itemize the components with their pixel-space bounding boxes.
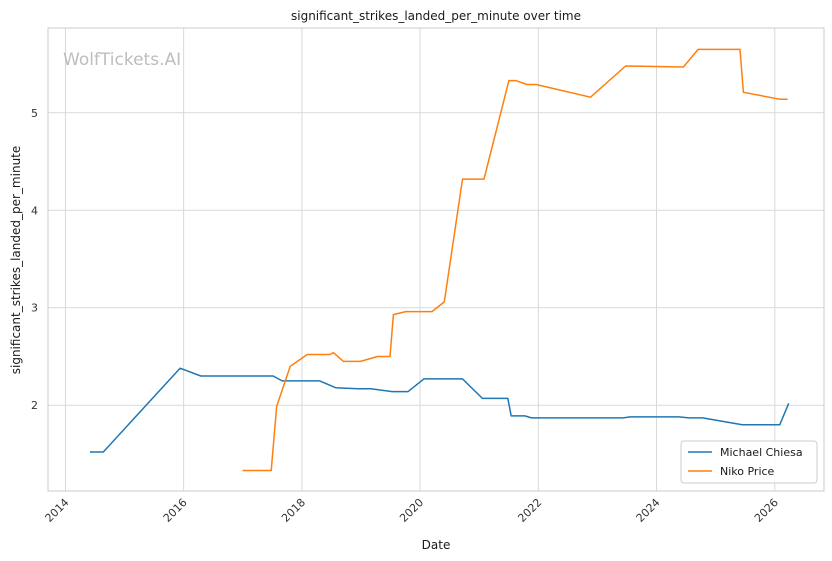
plot-frame xyxy=(47,27,825,492)
x-axis-label: Date xyxy=(422,538,451,552)
grid xyxy=(48,28,824,491)
legend-label-niko-price: Niko Price xyxy=(720,465,775,478)
y-tick-label: 4 xyxy=(31,204,38,217)
legend-box xyxy=(680,440,818,484)
watermark: WolfTickets.AI xyxy=(63,50,181,70)
series-lines xyxy=(89,48,790,472)
chart-title: significant_strikes_landed_per_minute ov… xyxy=(291,9,581,23)
y-axis-label: significant_strikes_landed_per_minute xyxy=(9,146,23,375)
series-line-michael-chiesa xyxy=(89,367,790,453)
y-tick-label: 3 xyxy=(31,302,38,315)
series-line-niko-price xyxy=(242,48,788,472)
y-tick-label: 2 xyxy=(31,399,38,412)
legend-label-michael-chiesa: Michael Chiesa xyxy=(720,446,803,459)
y-tick-label: 5 xyxy=(31,107,38,120)
legend: Michael Chiesa Niko Price xyxy=(680,440,818,484)
